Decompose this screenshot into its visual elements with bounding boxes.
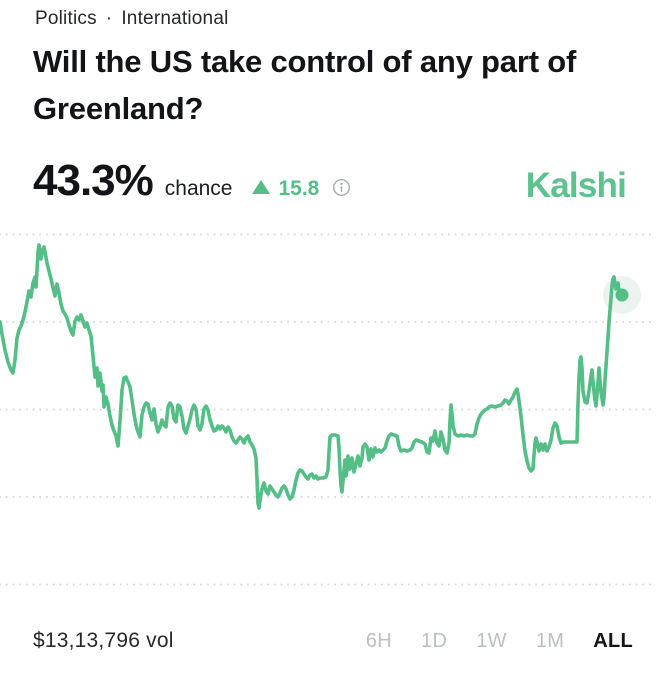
triangle-up-icon bbox=[252, 180, 271, 194]
breadcrumb-subcategory[interactable]: International bbox=[121, 8, 229, 29]
breadcrumb: Politics · International bbox=[35, 8, 229, 30]
range-button-1d[interactable]: 1D bbox=[421, 630, 448, 652]
change-indicator: 15.8 bbox=[252, 177, 319, 201]
range-button-1w[interactable]: 1W bbox=[476, 630, 507, 652]
range-button-all[interactable]: ALL bbox=[593, 630, 633, 652]
breadcrumb-category[interactable]: Politics bbox=[35, 8, 97, 29]
range-selector: 6H 1D 1W 1M ALL bbox=[366, 630, 633, 653]
info-icon[interactable] bbox=[332, 178, 351, 202]
stats-row: 43.3% chance 15.8 bbox=[33, 156, 351, 206]
chance-value: 43.3% bbox=[33, 156, 154, 205]
change-value: 15.8 bbox=[278, 177, 320, 200]
chance-label: chance bbox=[164, 177, 233, 200]
kalshi-logo: Kalshi bbox=[525, 166, 627, 205]
market-title: Will the US take control of any part of … bbox=[33, 44, 577, 126]
range-button-6h[interactable]: 6H bbox=[365, 630, 393, 652]
volume-label: $13,13,796 vol bbox=[33, 629, 174, 652]
breadcrumb-separator-icon: · bbox=[105, 8, 113, 29]
range-button-1m[interactable]: 1M bbox=[535, 630, 565, 652]
